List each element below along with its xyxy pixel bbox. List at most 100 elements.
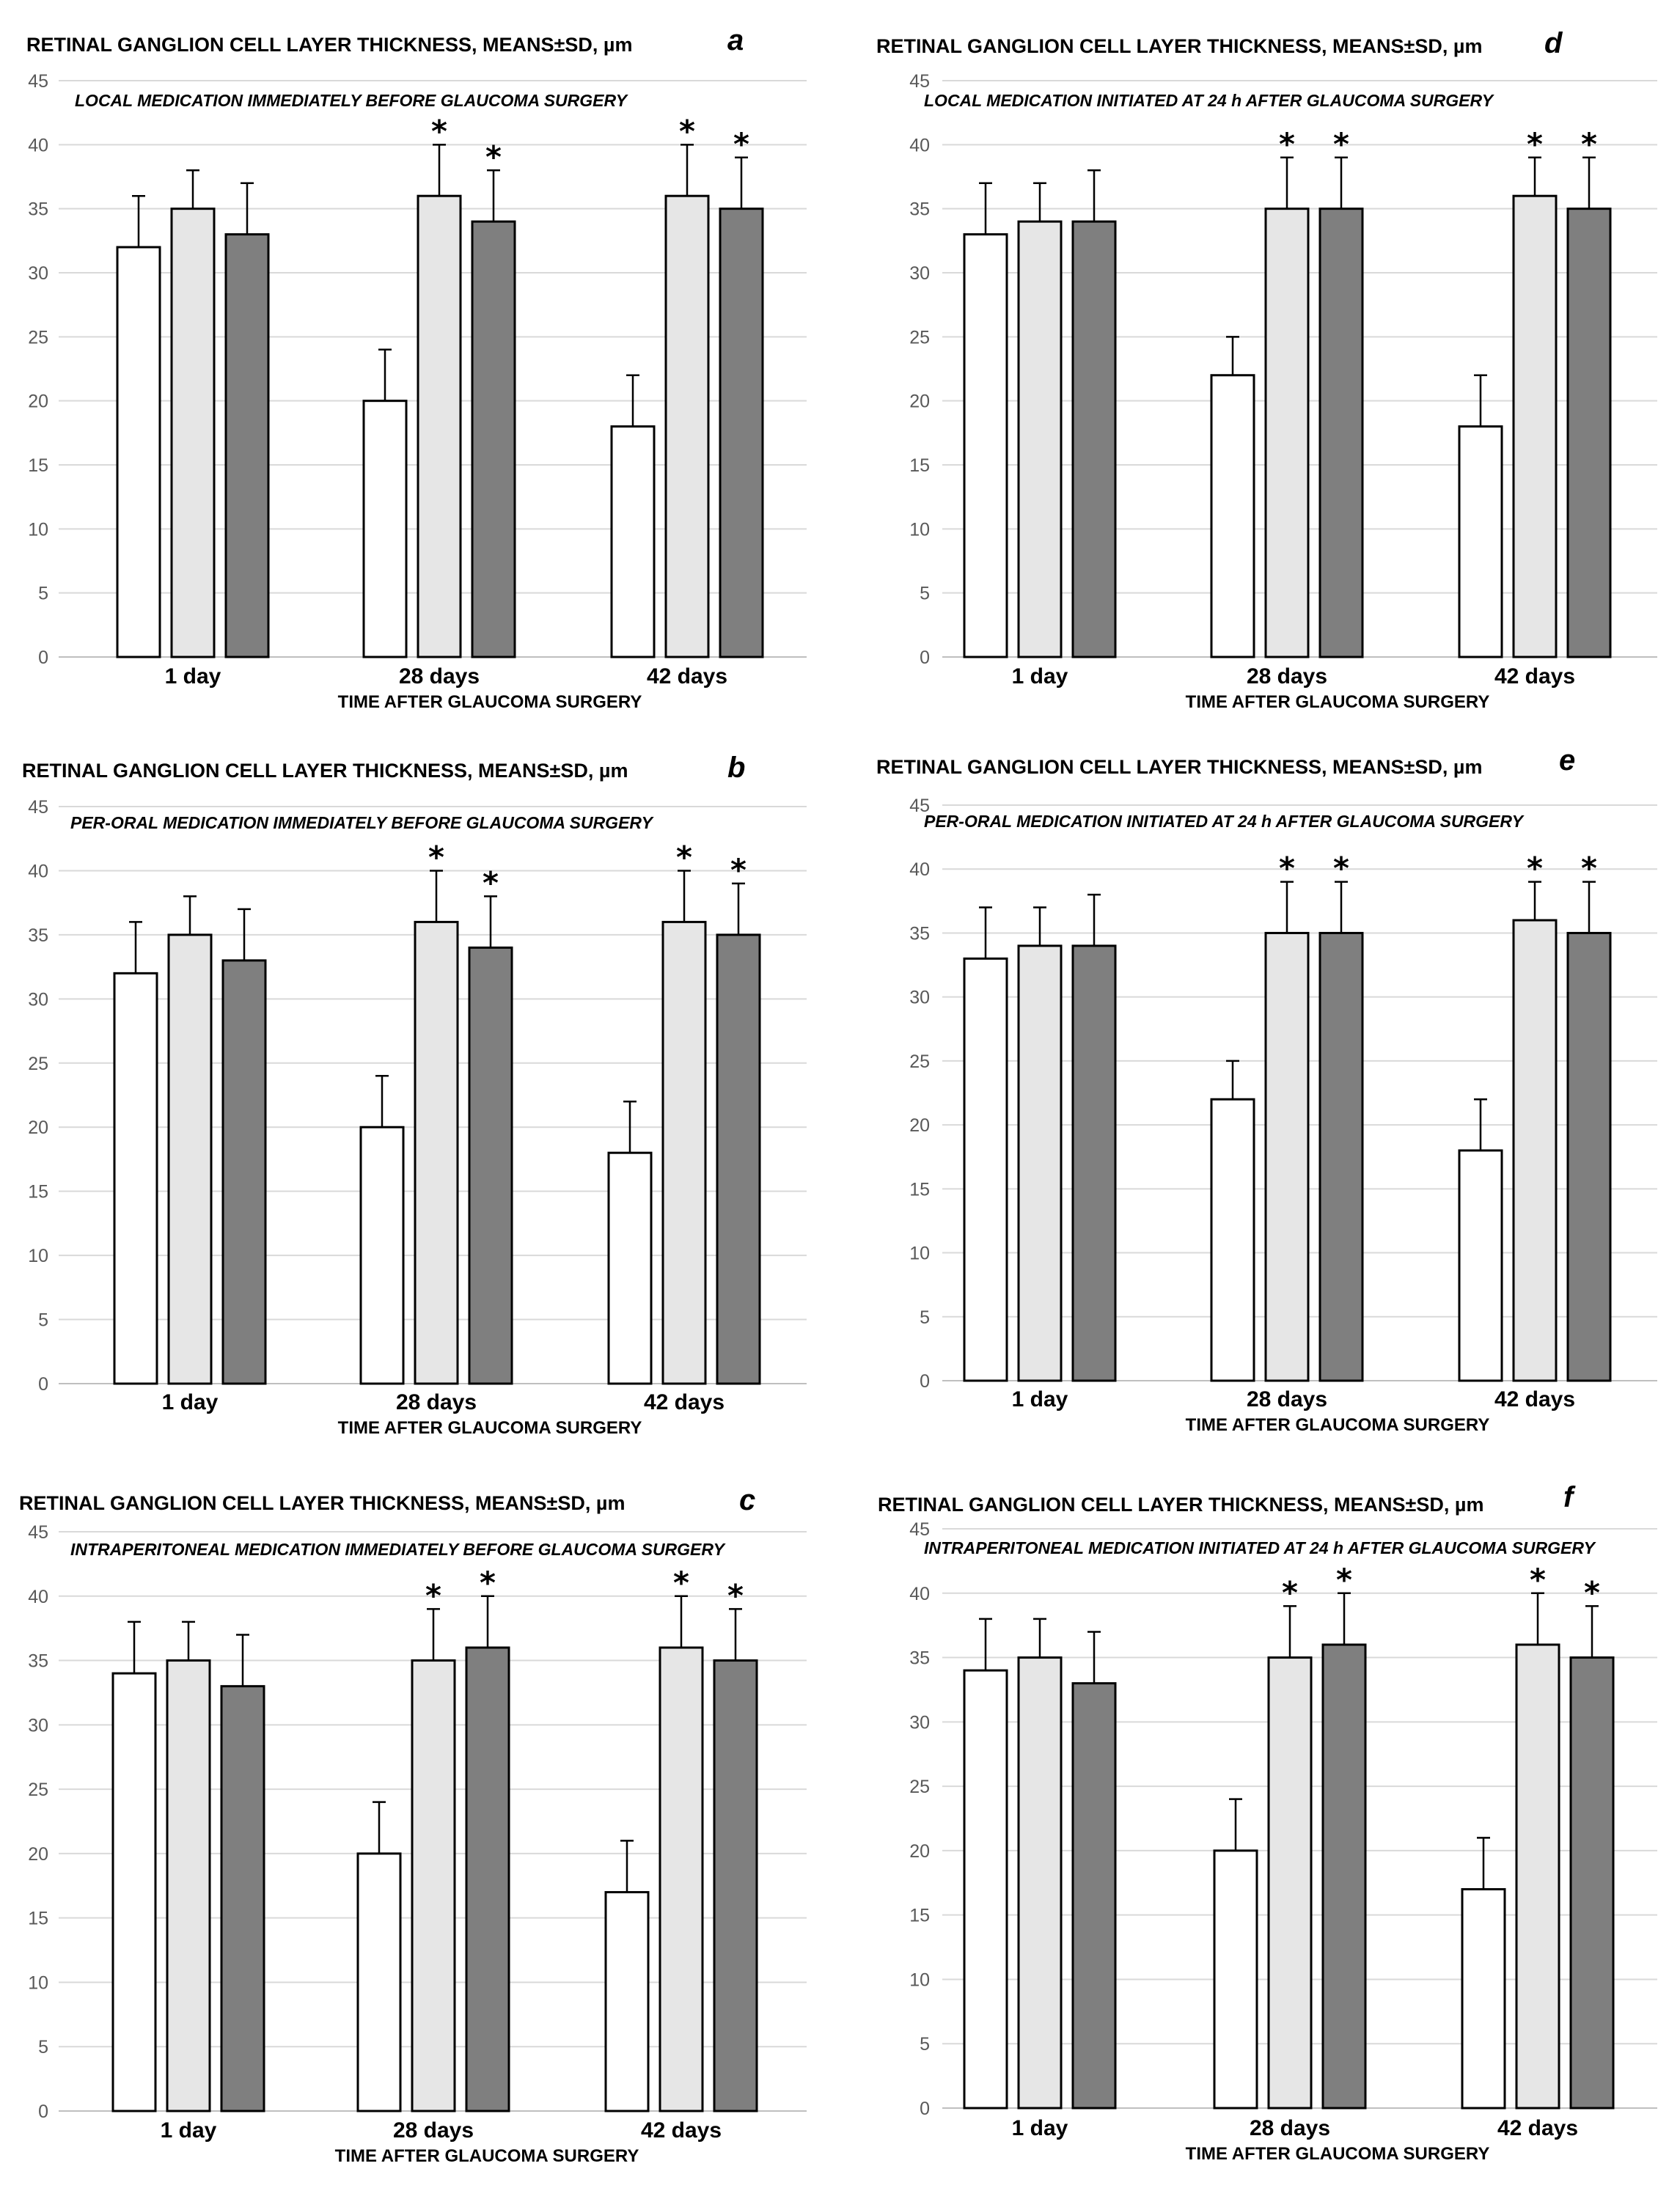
significance-star: * xyxy=(1530,1562,1546,1598)
y-tick-label: 35 xyxy=(909,1648,930,1669)
chart-title: RETINAL GANGLION CELL LAYER THICKNESS, M… xyxy=(19,1492,625,1514)
y-tick-label: 45 xyxy=(28,797,48,818)
bar-series-1-42-days xyxy=(1458,1149,1503,1382)
x-category-label: 28 days xyxy=(1247,1387,1327,1411)
x-category-label: 1 day xyxy=(161,2118,217,2143)
significance-star: * xyxy=(1581,126,1597,162)
bar-series-1-28-days xyxy=(362,400,408,658)
chart-subtitle: INTRAPERITONEAL MEDICATION INITIATED AT … xyxy=(924,1538,1597,1557)
y-tick-label: 15 xyxy=(909,455,930,476)
bar-series-2-1-day xyxy=(170,208,216,658)
y-tick-label: 15 xyxy=(909,1906,930,1926)
significance-star: * xyxy=(425,1577,441,1613)
panel-letter: b xyxy=(727,752,745,784)
y-tick-label: 30 xyxy=(909,263,930,284)
chart-subtitle: LOCAL MEDICATION INITIATED AT 24 h AFTER… xyxy=(924,91,1495,110)
bar-series-1-28-days xyxy=(1210,1098,1255,1382)
bar-series-2-28-days xyxy=(414,920,459,1385)
x-category-label: 28 days xyxy=(1247,664,1327,689)
y-tick-label: 35 xyxy=(909,923,930,944)
y-tick-label: 20 xyxy=(28,1844,48,1865)
y-tick-label: 45 xyxy=(28,71,48,92)
significance-star: * xyxy=(485,139,502,175)
y-tick-label: 5 xyxy=(38,1310,48,1331)
y-tick-label: 25 xyxy=(909,1051,930,1072)
x-category-label: 1 day xyxy=(162,1390,219,1414)
bar-series-2-28-days xyxy=(1267,1656,1313,2110)
bar-series-3-28-days xyxy=(1318,931,1364,1382)
y-tick-label: 30 xyxy=(909,1712,930,1733)
x-category-label: 42 days xyxy=(1494,1387,1575,1411)
significance-star: * xyxy=(428,839,444,875)
x-category-label: 28 days xyxy=(396,1390,477,1414)
bar-series-3-42-days xyxy=(1566,931,1612,1382)
bar-series-2-28-days xyxy=(411,1659,456,2112)
chart-panel-e: 0 5 10 15 20 25 30 35 40 45 * * * * 1 day 28 days 42 day… xyxy=(851,741,1680,1466)
bar-series-1-1-day xyxy=(963,1669,1008,2110)
x-category-label: 28 days xyxy=(399,664,480,689)
significance-star: * xyxy=(1333,851,1349,886)
bar-series-1-28-days xyxy=(1210,374,1255,658)
x-axis-title: TIME AFTER GLAUCOMA SURGERY xyxy=(1186,2144,1490,2164)
bar-series-3-42-days xyxy=(719,208,764,658)
y-tick-label: 15 xyxy=(28,455,48,476)
y-tick-label: 20 xyxy=(28,1117,48,1138)
y-tick-label: 25 xyxy=(28,1054,48,1074)
significance-star: * xyxy=(733,126,749,162)
bar-series-1-42-days xyxy=(604,1891,650,2112)
y-tick-label: 40 xyxy=(28,861,48,881)
y-tick-label: 5 xyxy=(920,584,930,604)
chart-title: RETINAL GANGLION CELL LAYER THICKNESS, M… xyxy=(22,760,628,782)
x-category-label: 42 days xyxy=(1494,664,1575,689)
significance-star: * xyxy=(1584,1574,1600,1610)
y-tick-label: 0 xyxy=(920,1371,930,1392)
y-tick-label: 15 xyxy=(28,1182,48,1203)
bar-series-3-1-day xyxy=(1071,1682,1117,2110)
y-tick-label: 10 xyxy=(909,519,930,540)
y-tick-label: 30 xyxy=(28,1715,48,1736)
y-tick-label: 35 xyxy=(909,199,930,220)
y-tick-label: 30 xyxy=(28,989,48,1010)
x-axis-title: TIME AFTER GLAUCOMA SURGERY xyxy=(338,1418,642,1438)
y-tick-label: 0 xyxy=(38,1374,48,1395)
significance-star: * xyxy=(727,1577,744,1613)
bar-series-3-28-days xyxy=(471,220,516,658)
y-tick-label: 5 xyxy=(38,2037,48,2057)
y-tick-label: 0 xyxy=(38,647,48,668)
y-tick-label: 40 xyxy=(28,1587,48,1607)
bar-series-3-28-days xyxy=(465,1646,510,2112)
y-tick-label: 25 xyxy=(909,327,930,348)
significance-star: * xyxy=(730,852,747,888)
y-tick-label: 5 xyxy=(38,584,48,604)
bar-series-2-1-day xyxy=(166,1659,211,2112)
bar-series-3-42-days xyxy=(716,933,761,1385)
chart-svg-e: 0 5 10 15 20 25 30 35 40 45 * * * * 1 day 28 days 42 day… xyxy=(876,744,1657,1435)
y-tick-label: 15 xyxy=(28,1909,48,1929)
x-category-label: 42 days xyxy=(647,664,727,689)
y-tick-label: 10 xyxy=(28,1246,48,1266)
x-category-label: 1 day xyxy=(1012,2116,1068,2140)
y-tick-label: 20 xyxy=(28,392,48,412)
x-category-label: 1 day xyxy=(1012,664,1068,689)
x-axis-title: TIME AFTER GLAUCOMA SURGERY xyxy=(335,2146,639,2166)
bar-series-2-42-days xyxy=(661,920,707,1385)
bar-series-2-1-day xyxy=(1017,944,1063,1382)
bar-series-1-42-days xyxy=(1461,1888,1506,2110)
bar-series-3-1-day xyxy=(1071,220,1117,658)
significance-star: * xyxy=(480,1565,496,1601)
bar-series-2-42-days xyxy=(664,194,710,658)
y-tick-label: 10 xyxy=(28,519,48,540)
bar-series-1-1-day xyxy=(963,957,1008,1382)
y-tick-label: 25 xyxy=(909,1777,930,1797)
bar-series-2-42-days xyxy=(1512,919,1558,1382)
significance-star: * xyxy=(1333,126,1349,162)
bar-series-3-42-days xyxy=(1569,1656,1615,2110)
bar-series-1-1-day xyxy=(116,246,161,658)
significance-star: * xyxy=(1581,851,1597,886)
chart-panel-a: 0 5 10 15 20 25 30 35 40 45 * * * * 1 day 28 days 42 day… xyxy=(0,0,840,726)
x-category-label: 1 day xyxy=(1012,1387,1068,1411)
significance-star: * xyxy=(1279,126,1295,162)
x-category-label: 1 day xyxy=(165,664,221,689)
bar-series-2-28-days xyxy=(1264,208,1310,658)
